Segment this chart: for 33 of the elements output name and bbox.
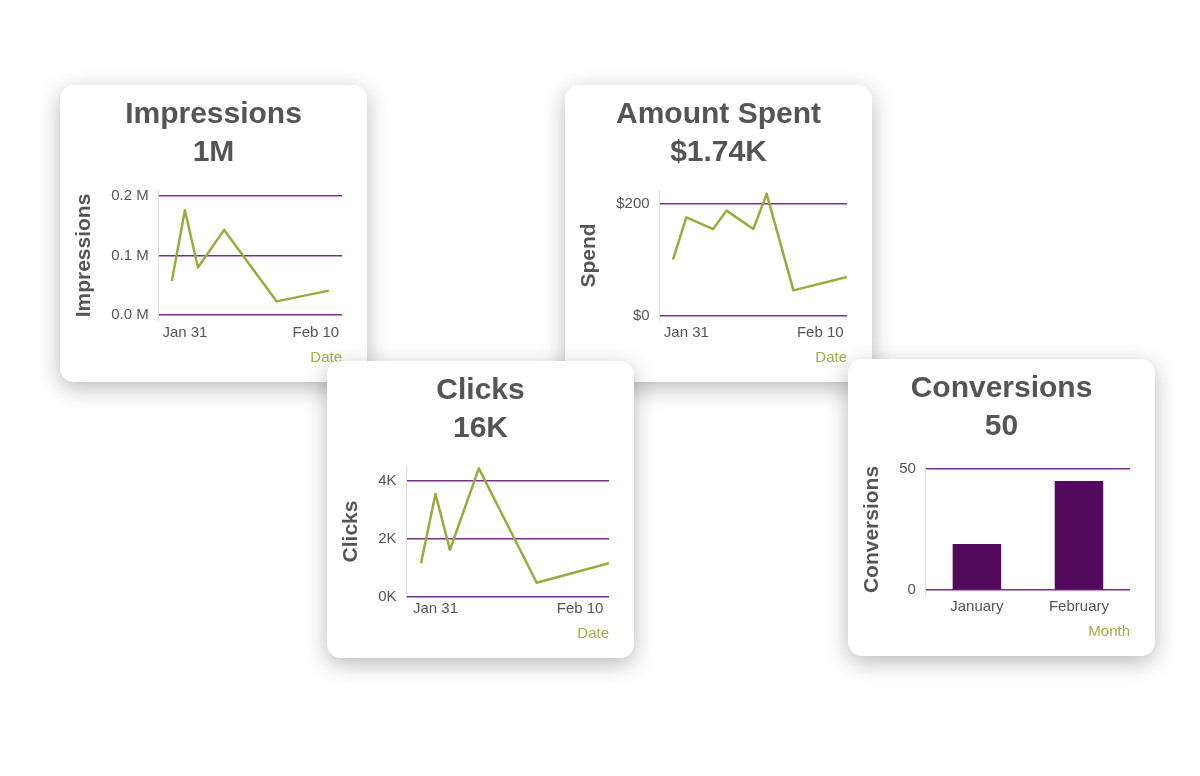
chart-title: Conversions [909,369,1094,405]
y-tick-label: 0.1 M [111,245,149,263]
x-axis-title: Date [815,348,847,366]
x-tick-label: Feb 10 [292,323,340,341]
y-axis-title: Conversions [859,465,883,594]
x-axis-title: Month [1088,622,1130,640]
y-axis-title: Clicks [338,500,362,563]
y-tick-label: 4K [378,470,397,488]
y-tick-label: 0.0 M [111,305,149,323]
chart-title: Impressions [124,95,303,131]
y-axis-title: Spend [576,223,600,288]
y-tick-label: 0 [907,580,916,598]
y-tick-label: $200 [616,194,650,212]
x-tick-label: Jan 31 [663,323,709,341]
chart-subtitle: 16K [451,409,509,445]
y-tick-label: 2K [378,528,397,546]
y-tick-label: 0K [378,587,397,605]
chart-subtitle: $1.74K [669,133,768,169]
x-tick-label: January [950,597,1005,615]
x-tick-label: Feb 10 [796,323,844,341]
chart-subtitle: 1M [191,133,236,169]
y-tick-label: $0 [632,305,650,323]
x-tick-label: Feb 10 [556,599,604,617]
chart-subtitle: 50 [983,407,1020,443]
x-tick-label: Jan 31 [412,599,458,617]
x-axis-title: Date [577,624,609,642]
chart-title: Amount Spent [615,95,822,131]
x-tick-label: February [1048,597,1110,615]
chart-title: Clicks [435,371,526,407]
y-tick-label: 0.2 M [111,186,149,204]
x-tick-label: Jan 31 [162,323,208,341]
y-axis-title: Impressions [71,193,95,318]
x-axis-title: Date [310,348,342,366]
